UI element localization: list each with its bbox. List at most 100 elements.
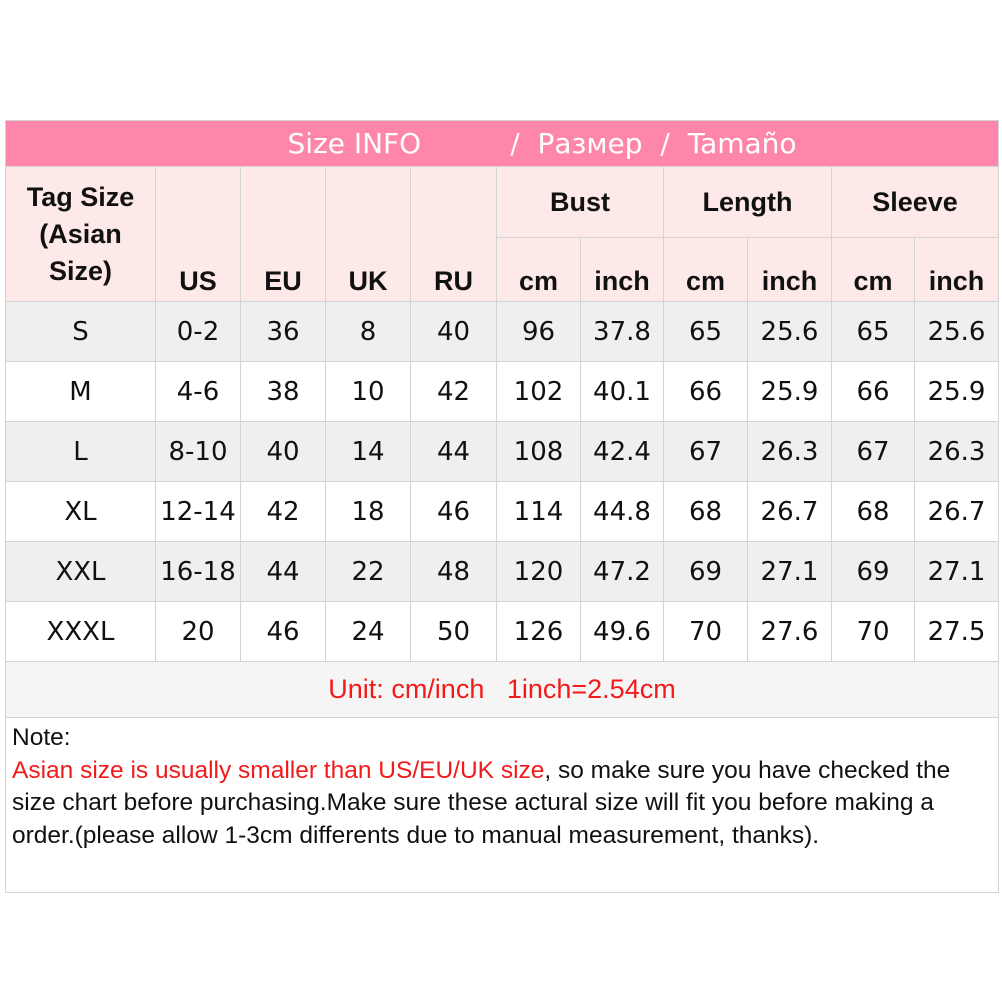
title-russian: Размер xyxy=(537,127,643,160)
cell-length-inch: 25.9 xyxy=(747,361,832,422)
cell-length-cm: 68 xyxy=(663,481,748,542)
header-tag-size: Tag Size (Asian Size) xyxy=(5,166,156,302)
cell-eu: 36 xyxy=(240,301,326,362)
cell-bust-inch: 37.8 xyxy=(580,301,664,362)
cell-length-cm: 66 xyxy=(663,361,748,422)
header-row-1: Tag Size (Asian Size) US EU UK RU Bust L… xyxy=(5,166,1000,302)
title-cell: Size INFO / Размер / Tamaño xyxy=(4,120,1000,167)
cell-tag-size: S xyxy=(5,301,156,362)
cell-us: 20 xyxy=(155,601,241,662)
title-spanish: Tamaño xyxy=(687,127,797,160)
cell-ru: 46 xyxy=(410,481,497,542)
header-sleeve-inch: inch xyxy=(913,237,1000,302)
header-bust-inch: inch xyxy=(580,237,664,302)
note-body: , so make sure you have checked the size… xyxy=(12,756,951,849)
title-english: Size INFO xyxy=(287,127,422,160)
cell-length-cm: 67 xyxy=(663,421,748,482)
cell-bust-inch: 47.2 xyxy=(580,541,664,602)
cell-uk: 8 xyxy=(325,301,411,362)
cell-length-cm: 70 xyxy=(663,601,748,662)
table-row: XXXL 20 46 24 50 126 49.6 70 27.6 70 27.5 xyxy=(5,601,1000,662)
cell-sleeve-cm: 68 xyxy=(831,481,915,542)
cell-length-inch: 27.1 xyxy=(747,541,832,602)
cell-uk: 22 xyxy=(325,541,411,602)
cell-sleeve-cm: 69 xyxy=(831,541,915,602)
table-row: XL 12-14 42 18 46 114 44.8 68 26.7 68 26.7 xyxy=(5,481,1000,542)
cell-length-inch: 26.7 xyxy=(747,481,832,542)
unit-row: Unit: cm/inch 1inch=2.54cm xyxy=(4,661,1000,718)
cell-bust-inch: 42.4 xyxy=(580,421,664,482)
cell-ru: 44 xyxy=(410,421,497,482)
note-row: Note: Asian size is usually smaller than… xyxy=(4,717,1000,893)
cell-us: 16-18 xyxy=(155,541,241,602)
header-uk: UK xyxy=(325,166,411,302)
header-bust-cm: cm xyxy=(496,237,581,302)
header-length-cm: cm xyxy=(663,237,748,302)
header-sleeve-cm: cm xyxy=(831,237,915,302)
cell-ru: 42 xyxy=(410,361,497,422)
cell-length-cm: 65 xyxy=(663,301,748,362)
cell-bust-cm: 96 xyxy=(496,301,581,362)
cell-tag-size: XXXL xyxy=(5,601,156,662)
cell-bust-inch: 40.1 xyxy=(580,361,664,422)
cell-bust-inch: 44.8 xyxy=(580,481,664,542)
cell-bust-inch: 49.6 xyxy=(580,601,664,662)
table-row: L 8-10 40 14 44 108 42.4 67 26.3 67 26.3 xyxy=(5,421,1000,482)
cell-length-cm: 69 xyxy=(663,541,748,602)
cell-eu: 46 xyxy=(240,601,326,662)
cell-tag-size: L xyxy=(5,421,156,482)
cell-ru: 40 xyxy=(410,301,497,362)
cell-tag-size: XL xyxy=(5,481,156,542)
cell-uk: 10 xyxy=(325,361,411,422)
cell-length-inch: 27.6 xyxy=(747,601,832,662)
cell-sleeve-cm: 70 xyxy=(831,601,915,662)
cell-bust-cm: 108 xyxy=(496,421,581,482)
note-highlight: Asian size is usually smaller than US/EU… xyxy=(12,756,545,784)
cell-sleeve-inch: 25.9 xyxy=(913,361,1000,422)
cell-bust-cm: 120 xyxy=(496,541,581,602)
cell-eu: 38 xyxy=(240,361,326,422)
cell-sleeve-inch: 27.1 xyxy=(913,541,1000,602)
cell-sleeve-inch: 26.7 xyxy=(913,481,1000,542)
header-length-inch: inch xyxy=(747,237,832,302)
title-sep: / xyxy=(510,127,520,160)
cell-us: 12-14 xyxy=(155,481,241,542)
table-row: M 4-6 38 10 42 102 40.1 66 25.9 66 25.9 xyxy=(5,361,1000,422)
unit-text: Unit: cm/inch 1inch=2.54cm xyxy=(4,661,1000,718)
header-sleeve: Sleeve xyxy=(830,166,1000,238)
table-row: XXL 16-18 44 22 48 120 47.2 69 27.1 69 27.1 xyxy=(5,541,1000,602)
cell-bust-cm: 114 xyxy=(496,481,581,542)
table-row: S 0-2 36 8 40 96 37.8 65 25.6 65 25.6 xyxy=(5,301,1000,362)
size-chart-table: Size INFO / Размер / Tamaño Tag Size (As… xyxy=(4,120,1000,893)
header-row-2: cm inch cm inch cm inch xyxy=(6,237,1000,302)
cell-eu: 42 xyxy=(240,481,326,542)
note-label: Note: xyxy=(12,724,71,751)
cell-sleeve-inch: 25.6 xyxy=(913,301,1000,362)
cell-ru: 48 xyxy=(410,541,497,602)
cell-eu: 40 xyxy=(240,421,326,482)
title-row: Size INFO / Размер / Tamaño xyxy=(4,120,1000,167)
cell-ru: 50 xyxy=(410,601,497,662)
cell-us: 8-10 xyxy=(155,421,241,482)
cell-tag-size: M xyxy=(5,361,156,422)
cell-uk: 18 xyxy=(325,481,411,542)
cell-uk: 24 xyxy=(325,601,411,662)
cell-sleeve-cm: 65 xyxy=(831,301,915,362)
header-length: Length xyxy=(663,166,832,238)
title-sep: / xyxy=(660,127,670,160)
cell-sleeve-inch: 26.3 xyxy=(913,421,1000,482)
cell-uk: 14 xyxy=(325,421,411,482)
note-cell: Note: Asian size is usually smaller than… xyxy=(4,717,1000,893)
cell-bust-cm: 126 xyxy=(496,601,581,662)
cell-sleeve-inch: 27.5 xyxy=(913,601,1000,662)
cell-tag-size: XXL xyxy=(5,541,156,602)
cell-length-inch: 25.6 xyxy=(747,301,832,362)
header-bust: Bust xyxy=(496,166,664,238)
header-eu: EU xyxy=(240,166,326,302)
cell-sleeve-cm: 67 xyxy=(831,421,915,482)
cell-length-inch: 26.3 xyxy=(747,421,832,482)
header-ru: RU xyxy=(410,166,497,302)
cell-us: 0-2 xyxy=(155,301,241,362)
cell-eu: 44 xyxy=(240,541,326,602)
cell-bust-cm: 102 xyxy=(496,361,581,422)
